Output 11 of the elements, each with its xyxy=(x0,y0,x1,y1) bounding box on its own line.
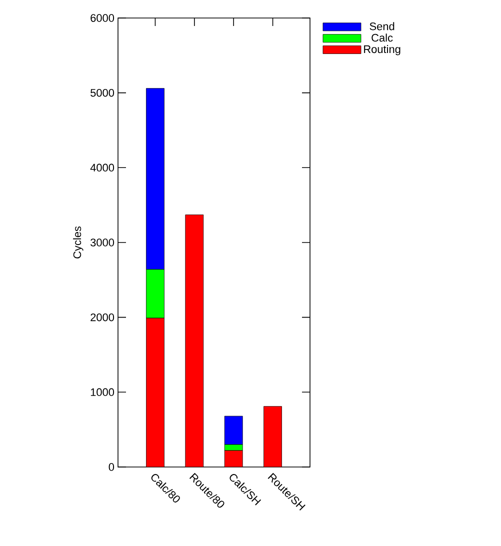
legend-label: Calc xyxy=(372,34,393,42)
y-tick-label: 5000 xyxy=(90,88,114,97)
y-tick-label: 6000 xyxy=(90,14,114,22)
y-tick-label: 1000 xyxy=(90,388,114,396)
legend-label: Routing xyxy=(364,45,400,56)
y-axis-title: Cycles xyxy=(73,226,84,258)
y-tick-label: 0 xyxy=(108,463,114,471)
legend-label: Send xyxy=(370,22,394,30)
y-tick-label: 4000 xyxy=(90,164,114,172)
y-tick-label: 3000 xyxy=(90,238,114,246)
y-tick-label: 2000 xyxy=(90,313,114,322)
